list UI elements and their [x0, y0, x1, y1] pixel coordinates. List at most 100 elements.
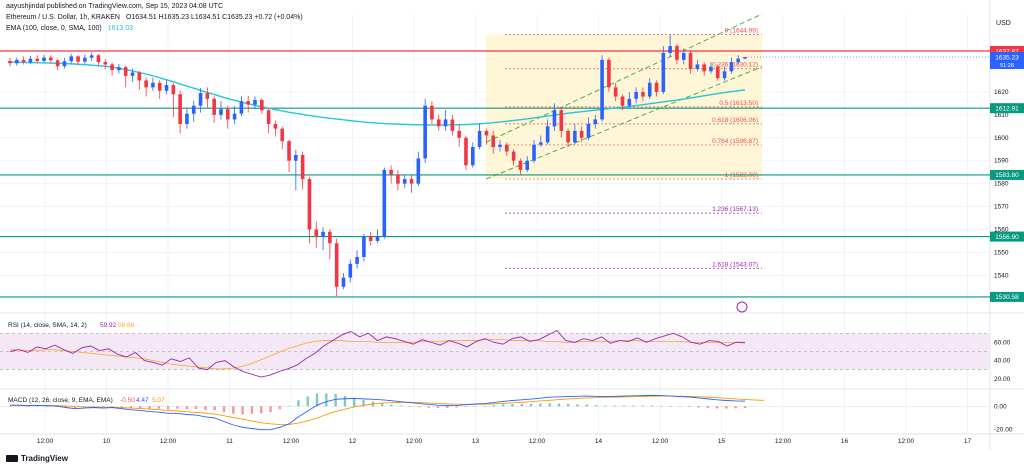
candle-body	[334, 243, 339, 287]
macd-histogram-bar	[455, 406, 458, 408]
x-tick-label: 10	[103, 438, 111, 445]
candle-body	[83, 57, 87, 62]
tradingview-logo: TradingView	[6, 454, 68, 463]
fib-level-label: 0 (1644.99)	[725, 28, 758, 35]
candle-body	[157, 82, 162, 91]
candle-body	[246, 101, 250, 105]
macd-histogram-bar	[73, 406, 77, 409]
fib-level-label: 1.618 (1543.07)	[712, 261, 758, 268]
x-tick-label: 17	[964, 438, 972, 445]
x-tick-label: 15	[718, 438, 726, 445]
candle-body	[389, 169, 393, 175]
candle-body	[62, 61, 67, 67]
macd-histogram-bar	[380, 403, 384, 407]
candle-body	[736, 58, 740, 63]
candle-body	[423, 105, 427, 159]
macd-histogram-bar	[604, 405, 607, 407]
macd-histogram-bar	[399, 405, 402, 407]
price-tick-label: 1600	[994, 135, 1009, 142]
candle-body	[28, 58, 33, 63]
candle-body	[103, 62, 108, 65]
macd-histogram-bar	[232, 406, 235, 414]
channel-upper-line	[485, 13, 763, 143]
candle-body	[212, 98, 216, 115]
candle-body	[715, 66, 720, 79]
candle-body	[620, 96, 625, 106]
macd-histogram-bar	[622, 405, 626, 407]
candle-body	[573, 130, 577, 143]
candle-body	[498, 144, 502, 147]
candle-body	[198, 93, 203, 106]
candle-body	[443, 119, 448, 127]
x-tick-label: 12:00	[160, 438, 177, 445]
macd-histogram-bar	[473, 405, 477, 407]
candle-body	[110, 64, 114, 71]
candle-body	[702, 64, 706, 72]
candle-body	[171, 85, 176, 95]
macd-histogram-bar	[678, 406, 682, 407]
rsi-line	[9, 329, 745, 378]
candle-body	[539, 142, 543, 145]
ohlc-values: O1634.51 H1635.23 L1634.51 C1635.23 +0.7…	[125, 14, 303, 21]
level-tag	[990, 231, 1024, 242]
level-tag	[990, 103, 1024, 114]
macd-histogram-bar	[129, 406, 133, 409]
price-tick-label: 1560	[994, 226, 1009, 233]
macd-histogram-bar	[529, 403, 533, 407]
candle-body	[76, 56, 80, 62]
x-tick-label: 12:00	[775, 438, 792, 445]
level-tag-label: 1556.90	[995, 234, 1019, 241]
macd-histogram-bar	[594, 405, 598, 407]
ema-header: EMA (100, close, 0, SMA, 100) 1613.03	[6, 25, 137, 32]
rsi-tick-label: 20.00	[994, 376, 1011, 383]
macd-histogram-bar	[157, 406, 161, 409]
macd-histogram-bar	[55, 406, 58, 407]
fib-level-label: 1 (1582.00)	[725, 172, 758, 179]
candle-body	[300, 154, 305, 180]
candle-body	[280, 128, 285, 142]
macd-histogram-bar	[390, 404, 393, 407]
x-tick-label: 12:00	[529, 438, 546, 445]
candle-body	[607, 59, 611, 88]
macd-histogram-bar	[194, 406, 198, 410]
symbol-header: Ethereum / U.S. Dollar, 1h, KRAKEN O1634…	[6, 14, 307, 21]
candle-body	[321, 231, 325, 237]
candle-body	[709, 66, 713, 72]
x-tick-label: 13	[472, 438, 480, 445]
macd-histogram-bar	[204, 406, 207, 410]
macd-histogram-bar	[269, 406, 272, 413]
level-tag-label: 1530.58	[995, 294, 1019, 301]
x-tick-label: 12:00	[652, 438, 669, 445]
candle-body	[164, 85, 169, 91]
candle-body	[430, 105, 434, 120]
currency-label: USD	[996, 20, 1011, 27]
candle-body	[89, 55, 94, 58]
level-tag	[990, 291, 1024, 302]
macd-histogram-bar	[548, 403, 551, 407]
macd-histogram-bar	[576, 404, 579, 407]
x-tick-label: 12:00	[283, 438, 300, 445]
macd-histogram-bar	[176, 406, 179, 409]
rsi-tick-label: 40.00	[994, 358, 1011, 365]
macd-histogram-bar	[632, 405, 635, 407]
macd-histogram-bar	[185, 406, 188, 410]
candle-body	[511, 151, 516, 161]
macd-histogram-bar	[418, 406, 421, 408]
candle-body	[368, 236, 373, 241]
candle-body	[634, 91, 638, 99]
candle-body	[566, 130, 570, 143]
x-tick-label: 14	[595, 438, 603, 445]
candle-body	[294, 154, 298, 161]
macd-histogram-bar	[287, 405, 291, 407]
candle-body	[668, 46, 672, 53]
candle-body	[436, 119, 441, 127]
candle-body	[117, 67, 121, 71]
macd-histogram-bar	[325, 393, 328, 407]
candle-body	[579, 130, 584, 138]
candle-body	[525, 160, 530, 170]
level-tag-label: 1637.87	[995, 48, 1019, 55]
candle-body	[178, 94, 182, 125]
rsi-ma-value: 58.68	[118, 322, 135, 329]
candle-body	[505, 144, 509, 152]
